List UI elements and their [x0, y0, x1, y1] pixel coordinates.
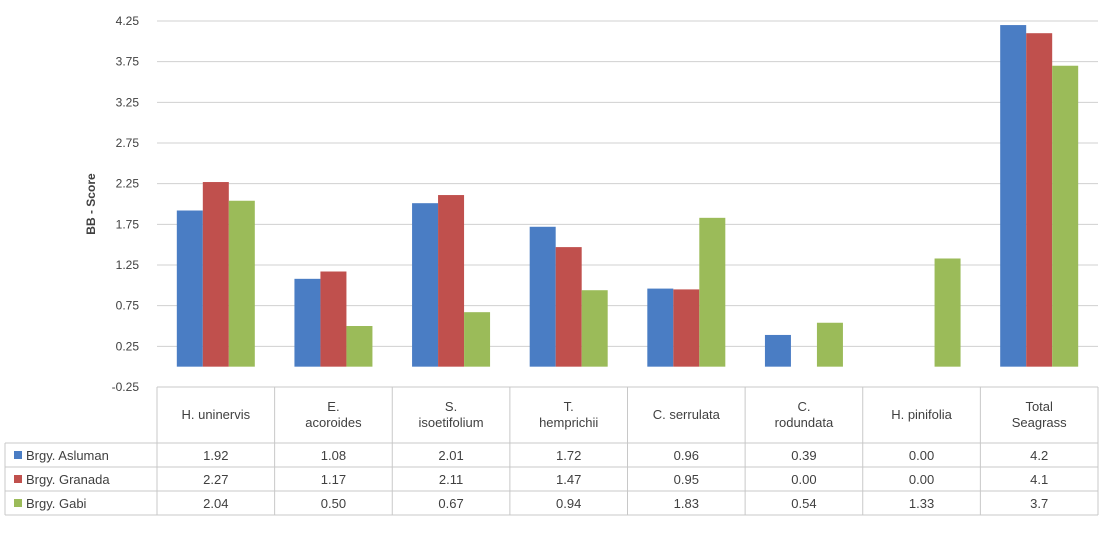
data-label: 0.96 [674, 448, 699, 463]
y-tick-label: 0.75 [116, 299, 140, 313]
category-label: acoroides [305, 415, 362, 430]
category-label: H. uninervis [181, 407, 250, 422]
series-name: Brgy. Gabi [26, 496, 87, 511]
category-label: H. pinifolia [891, 407, 952, 422]
bar-1-3 [555, 247, 582, 367]
data-label: 0.94 [556, 496, 581, 511]
category-label: Total [1025, 399, 1053, 414]
bar-2-0 [228, 200, 255, 367]
category-label: E. [327, 399, 339, 414]
category-label: rodundata [775, 415, 834, 430]
category-label: T. [564, 399, 574, 414]
data-label: 1.92 [203, 448, 228, 463]
y-tick-label: 2.25 [116, 177, 140, 191]
bar-2-4 [699, 217, 726, 367]
legend-key [14, 451, 22, 459]
y-tick-label: 3.75 [116, 55, 140, 69]
bar-0-1 [294, 278, 321, 367]
data-label: 1.33 [909, 496, 934, 511]
bar-1-4 [673, 289, 700, 367]
data-label: 1.72 [556, 448, 581, 463]
data-label: 4.2 [1030, 448, 1048, 463]
bar-0-2 [412, 203, 439, 367]
data-label: 0.67 [438, 496, 463, 511]
y-tick-label: 3.25 [116, 95, 140, 109]
data-label: 2.04 [203, 496, 228, 511]
data-label: 1.83 [674, 496, 699, 511]
bar-0-4 [647, 288, 674, 367]
data-label: 3.7 [1030, 496, 1048, 511]
bar-2-5 [816, 322, 843, 367]
data-label: 0.54 [791, 496, 816, 511]
bar-2-1 [346, 326, 373, 367]
bar-1-1 [320, 271, 347, 367]
bar-0-0 [176, 210, 203, 367]
category-label: isoetifolium [419, 415, 484, 430]
y-tick-label: 4.25 [116, 14, 140, 28]
bar-2-2 [464, 312, 491, 367]
category-label: C. serrulata [653, 407, 721, 422]
bar-2-7 [1052, 65, 1079, 367]
y-tick-label: -0.25 [112, 380, 140, 394]
bar-1-2 [438, 195, 465, 367]
y-tick-label: 0.25 [116, 339, 140, 353]
category-label: S. [445, 399, 457, 414]
y-tick-label: 1.75 [116, 217, 140, 231]
legend-key [14, 499, 22, 507]
bar-2-6 [934, 258, 961, 367]
data-label: 0.00 [909, 472, 934, 487]
data-label: 1.17 [321, 472, 346, 487]
data-label: 2.01 [438, 448, 463, 463]
bar-0-3 [529, 226, 556, 367]
category-label: Seagrass [1012, 415, 1067, 430]
y-tick-label: 2.75 [116, 136, 140, 150]
series-name: Brgy. Granada [26, 472, 110, 487]
data-label: 2.11 [439, 472, 463, 487]
category-label: hemprichii [539, 415, 598, 430]
bar-0-7 [1000, 25, 1027, 367]
legend-key [14, 475, 22, 483]
category-label: C. [797, 399, 810, 414]
y-tick-label: 1.25 [116, 258, 140, 272]
data-label: 0.00 [909, 448, 934, 463]
bar-0-5 [764, 334, 791, 367]
data-label: 0.00 [791, 472, 816, 487]
data-label: 1.08 [321, 448, 346, 463]
data-label: 0.50 [321, 496, 346, 511]
data-label: 1.47 [556, 472, 581, 487]
bar-2-3 [581, 290, 608, 367]
bar-1-7 [1026, 33, 1053, 367]
data-label: 4.1 [1030, 472, 1048, 487]
bar-1-0 [202, 182, 229, 367]
data-label: 0.95 [674, 472, 699, 487]
y-axis-title: BB - Score [84, 173, 98, 235]
data-label: 2.27 [203, 472, 228, 487]
data-label: 0.39 [791, 448, 816, 463]
series-name: Brgy. Asluman [26, 448, 109, 463]
